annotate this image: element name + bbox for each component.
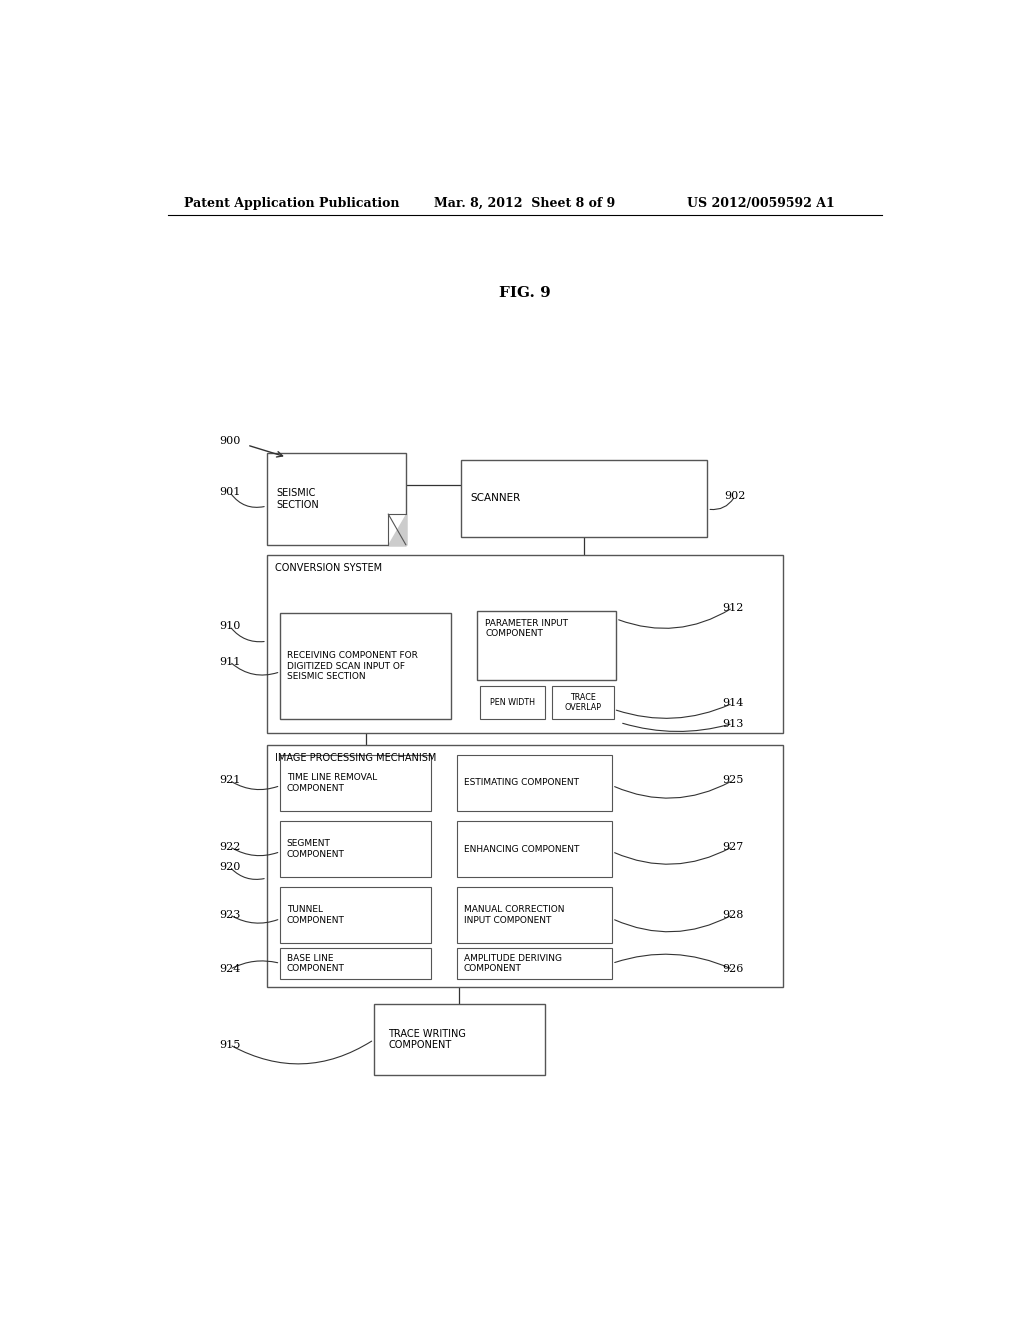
Text: 914: 914 xyxy=(722,698,743,709)
Text: ESTIMATING COMPONENT: ESTIMATING COMPONENT xyxy=(464,779,579,788)
Text: TRACE WRITING
COMPONENT: TRACE WRITING COMPONENT xyxy=(388,1028,466,1051)
Text: 922: 922 xyxy=(219,842,241,851)
Polygon shape xyxy=(388,515,406,545)
Bar xyxy=(461,461,708,536)
Text: SCANNER: SCANNER xyxy=(471,494,521,503)
Bar xyxy=(281,948,431,978)
Text: 926: 926 xyxy=(722,965,743,974)
Bar xyxy=(267,554,782,733)
Text: SEISMIC
SECTION: SEISMIC SECTION xyxy=(276,488,319,510)
Bar xyxy=(267,453,406,545)
Bar xyxy=(458,821,612,876)
Text: 902: 902 xyxy=(724,491,745,500)
Bar xyxy=(281,887,431,942)
Text: 900: 900 xyxy=(219,436,241,446)
Text: 915: 915 xyxy=(219,1040,241,1049)
Text: 928: 928 xyxy=(722,909,743,920)
Text: Patent Application Publication: Patent Application Publication xyxy=(183,197,399,210)
Bar xyxy=(281,612,451,719)
Text: IMAGE PROCESSING MECHANISM: IMAGE PROCESSING MECHANISM xyxy=(274,752,436,763)
Text: TUNNEL
COMPONENT: TUNNEL COMPONENT xyxy=(287,906,345,925)
Text: PARAMETER INPUT
COMPONENT: PARAMETER INPUT COMPONENT xyxy=(485,619,568,639)
Text: 910: 910 xyxy=(219,620,241,631)
Text: ENHANCING COMPONENT: ENHANCING COMPONENT xyxy=(464,845,579,854)
Text: AMPLITUDE DERIVING
COMPONENT: AMPLITUDE DERIVING COMPONENT xyxy=(464,953,562,973)
Text: FIG. 9: FIG. 9 xyxy=(499,285,551,300)
Text: 912: 912 xyxy=(722,603,743,612)
Text: SEGMENT
COMPONENT: SEGMENT COMPONENT xyxy=(287,840,345,859)
Text: 921: 921 xyxy=(219,775,241,785)
Bar xyxy=(477,611,616,680)
Text: 901: 901 xyxy=(219,487,241,496)
Bar xyxy=(552,686,613,719)
Bar xyxy=(458,755,612,810)
Text: 913: 913 xyxy=(722,718,743,729)
Bar xyxy=(281,755,431,810)
Text: RECEIVING COMPONENT FOR
DIGITIZED SCAN INPUT OF
SEISMIC SECTION: RECEIVING COMPONENT FOR DIGITIZED SCAN I… xyxy=(287,651,418,681)
Text: TRACE
OVERLAP: TRACE OVERLAP xyxy=(564,693,601,713)
Bar xyxy=(281,821,431,876)
Bar xyxy=(458,948,612,978)
Text: TIME LINE REMOVAL
COMPONENT: TIME LINE REMOVAL COMPONENT xyxy=(287,774,377,793)
Text: US 2012/0059592 A1: US 2012/0059592 A1 xyxy=(687,197,836,210)
Text: CONVERSION SYSTEM: CONVERSION SYSTEM xyxy=(274,562,382,573)
Text: 927: 927 xyxy=(722,842,743,851)
Text: 925: 925 xyxy=(722,775,743,785)
Bar xyxy=(479,686,546,719)
Bar xyxy=(267,744,782,987)
Text: BASE LINE
COMPONENT: BASE LINE COMPONENT xyxy=(287,953,345,973)
Text: 920: 920 xyxy=(219,862,241,871)
Bar xyxy=(458,887,612,942)
Text: PEN WIDTH: PEN WIDTH xyxy=(490,698,535,708)
Bar xyxy=(374,1005,545,1076)
Text: Mar. 8, 2012  Sheet 8 of 9: Mar. 8, 2012 Sheet 8 of 9 xyxy=(433,197,614,210)
Text: 923: 923 xyxy=(219,909,241,920)
Text: 911: 911 xyxy=(219,656,241,667)
Text: 924: 924 xyxy=(219,965,241,974)
Text: MANUAL CORRECTION
INPUT COMPONENT: MANUAL CORRECTION INPUT COMPONENT xyxy=(464,906,564,925)
